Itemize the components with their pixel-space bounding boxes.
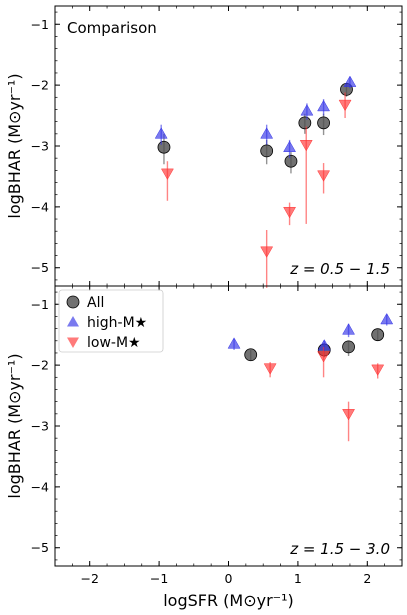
data-point-all (317, 116, 330, 130)
data-point-low-mass (260, 246, 274, 258)
y-axis-label: logBHAR (M⊙yr⁻¹) (5, 73, 24, 218)
data-point-high-mass (260, 127, 274, 139)
y-tick-label: −3 (31, 419, 49, 434)
redshift-annotation: z = 1.5 − 3.0 (289, 540, 390, 558)
data-point-high-mass (317, 99, 331, 112)
legend-label: high-M★ (87, 315, 147, 331)
x-tick-label: −1 (150, 571, 168, 586)
x-tick-label: −2 (80, 571, 98, 586)
data-point-all (342, 340, 355, 354)
data-point-high-mass (343, 75, 357, 87)
y-axis-label: logBHAR (M⊙yr⁻¹) (5, 353, 24, 498)
y-tick-label: −3 (31, 139, 49, 154)
data-point-all (244, 348, 258, 362)
data-point-high-mass (227, 337, 241, 349)
y-tick-label: −5 (31, 540, 49, 555)
data-point-high-mass (283, 140, 297, 152)
data-point-high-mass (342, 323, 355, 335)
plot-frame (54, 5, 403, 287)
y-tick-label: −2 (31, 78, 49, 93)
y-tick-label: −5 (31, 260, 49, 275)
data-point-low-mass (338, 99, 352, 112)
data-point-low-mass (160, 168, 174, 180)
data-point-low-mass (317, 170, 331, 182)
x-axis-label: logSFR (M⊙yr⁻¹) (163, 591, 294, 610)
legend: All high-M★ low-M★ (58, 289, 164, 353)
data-point-low-mass (263, 363, 277, 375)
redshift-annotation: z = 0.5 − 1.5 (289, 260, 390, 278)
y-tick-label: −4 (31, 479, 49, 494)
panel-top: −5 −4 −3 −2 −1 logBHAR (M⊙yr⁻¹) Comparison z = … (5, 5, 403, 288)
y-tick-label: −4 (31, 199, 49, 214)
data-point-high-mass (300, 104, 314, 116)
legend-label: All (87, 295, 104, 311)
legend-marker-all (66, 295, 80, 309)
data-point-all (284, 154, 298, 168)
legend-label: low-M★ (87, 335, 141, 351)
data-point-high-mass (154, 127, 168, 139)
panel-label: Comparison (67, 19, 157, 37)
x-tick-label: 0 (225, 571, 233, 586)
data-point-all (298, 116, 312, 130)
legend-marker-low-mass (67, 337, 79, 348)
data-point-low-mass (342, 409, 355, 421)
panel-bottom: −5 −4 −3 −2 −1 −2 −1 0 1 2 logBHAR (M⊙yr⁻¹) logSFR … (5, 285, 403, 610)
data-point-low-mass (299, 140, 313, 152)
x-tick-label: 2 (363, 571, 371, 586)
x-tick-label: 1 (294, 571, 302, 586)
y-tick-label: −1 (31, 297, 49, 312)
data-point-low-mass (317, 351, 331, 363)
data-point-low-mass (283, 206, 297, 219)
legend-marker-high-mass (67, 316, 79, 327)
data-point-high-mass (380, 312, 394, 325)
data-point-low-mass (371, 364, 385, 376)
y-tick-label: −1 (31, 17, 49, 32)
y-tick-label: −2 (31, 358, 49, 373)
legend-box (58, 289, 164, 353)
data-point-all (260, 144, 274, 158)
data-point-all (157, 140, 171, 154)
data-point-all (371, 328, 385, 342)
